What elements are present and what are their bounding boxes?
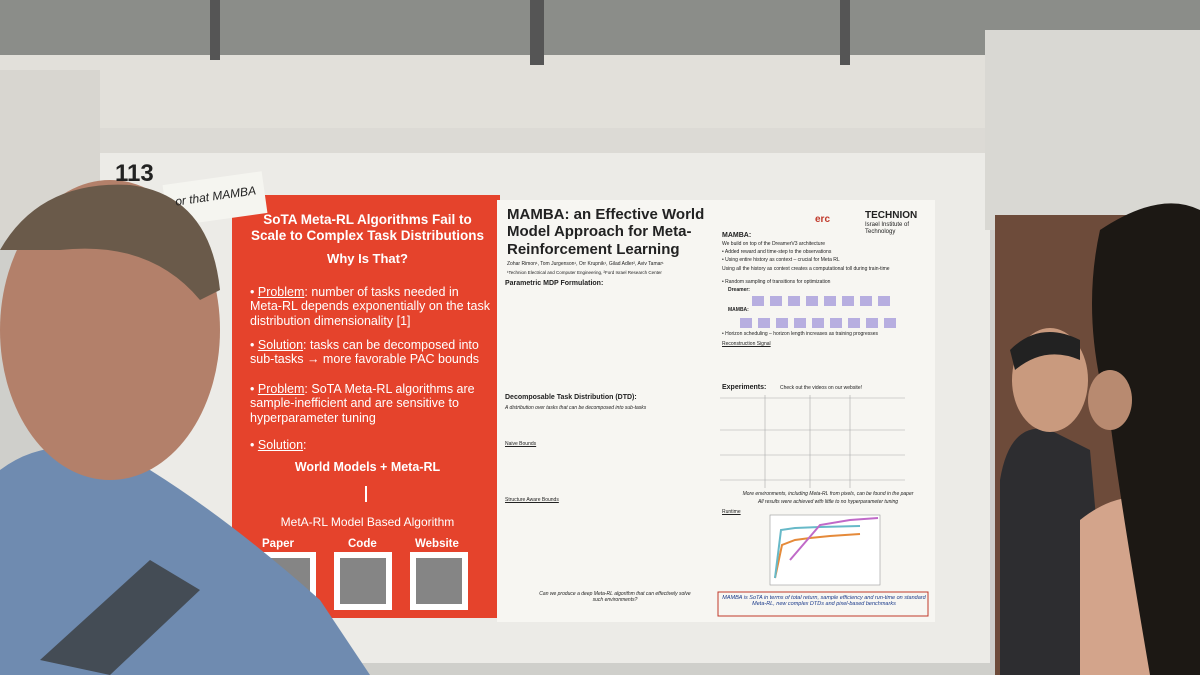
section-heading: Experiments:	[722, 384, 767, 391]
diagram-label: MAMBA:	[728, 307, 749, 313]
authors: Zohar Rimon¹, Tom Jurgenson¹, Orr Krupni…	[507, 261, 664, 267]
intro: We build on top of the DreamerV3 archite…	[722, 241, 826, 247]
section-heading: MAMBA:	[722, 232, 752, 239]
bullet-text: Using entire history as context – crucia…	[725, 257, 840, 263]
subheading: Naive Bounds	[505, 441, 537, 447]
bullet: • Added reward and time-step to the obse…	[722, 249, 832, 255]
qr-label: Code	[348, 538, 377, 550]
bullet-text: Horizon scheduling – horizon length incr…	[725, 331, 879, 337]
bullet-label: Solution	[257, 338, 304, 352]
bullet: • Solution: tasks can be decomposed into…	[250, 338, 480, 367]
bullet-text: : tasks can be decomposed into sub-tasks…	[250, 338, 480, 367]
qr-label: Website	[415, 538, 459, 550]
affiliations: ¹Technion Electrical and Computer Engine…	[507, 270, 662, 275]
bullet-text: Added reward and time-step to the observ…	[724, 249, 832, 255]
panel-subtitle: Why Is That?	[327, 251, 408, 266]
subheading: Runtime	[722, 509, 741, 515]
question: Can we produce a deep Meta-RL algorithm …	[539, 591, 691, 603]
qr-label: Paper	[262, 538, 294, 550]
note: All results were achieved with little to…	[757, 499, 899, 505]
conclusion: MAMBA is SoTA in terms of total return, …	[722, 595, 926, 608]
diagram-label: Dreamer:	[728, 287, 750, 293]
bullet: • Random sampling of transitions for opt…	[722, 279, 831, 285]
bullet-text: :	[303, 438, 307, 452]
bullet-label: Problem	[257, 285, 305, 299]
note: More environments, including Meta-RL fro…	[742, 491, 914, 497]
bullet-label: Problem	[257, 382, 305, 396]
bullet: • Horizon scheduling – horizon length in…	[722, 331, 879, 337]
dtd-definition: A distribution over tasks that can be de…	[505, 405, 647, 411]
erc-logo: erc	[815, 214, 831, 225]
panel-title: SoTA Meta-RL Algorithms Fail to Scale to…	[250, 212, 485, 243]
section-heading: Decomposable Task Distribution (DTD):	[505, 394, 637, 401]
bullet: • Problem: SoTA Meta-RL algorithms are s…	[250, 382, 475, 425]
bullet-text: : number of tasks needed in Meta-RL depe…	[250, 285, 490, 328]
section-heading: Parametric MDP Formulation:	[505, 280, 604, 287]
bullet: • Using entire history as context – cruc…	[722, 257, 840, 263]
bullet-text: Random sampling of transitions for optim…	[725, 279, 831, 285]
bullet-text: : SoTA Meta-RL algorithms are sample-ine…	[250, 382, 475, 425]
toll: Using all the history as context creates…	[722, 266, 890, 272]
solution: World Models + Meta-RL	[294, 460, 441, 474]
poster-title: MAMBA: an Effective World Model Approach…	[507, 206, 705, 258]
bullet: • Solution:	[250, 438, 307, 452]
booth-number: 113	[115, 160, 154, 187]
bullet: • Problem: number of tasks needed in Met…	[250, 285, 490, 328]
technion-logo: TECHNION	[865, 210, 918, 221]
technion-subtitle: Israel Institute of Technology	[865, 222, 910, 235]
videos-note: Check out the videos on our website!	[780, 385, 862, 391]
algorithm: MetA-RL Model Based Algorithm	[280, 515, 455, 529]
subheading: Reconstruction Signal	[722, 341, 771, 347]
subheading: Structure Aware Bounds	[505, 497, 559, 503]
bullet-label: Solution	[257, 438, 304, 452]
